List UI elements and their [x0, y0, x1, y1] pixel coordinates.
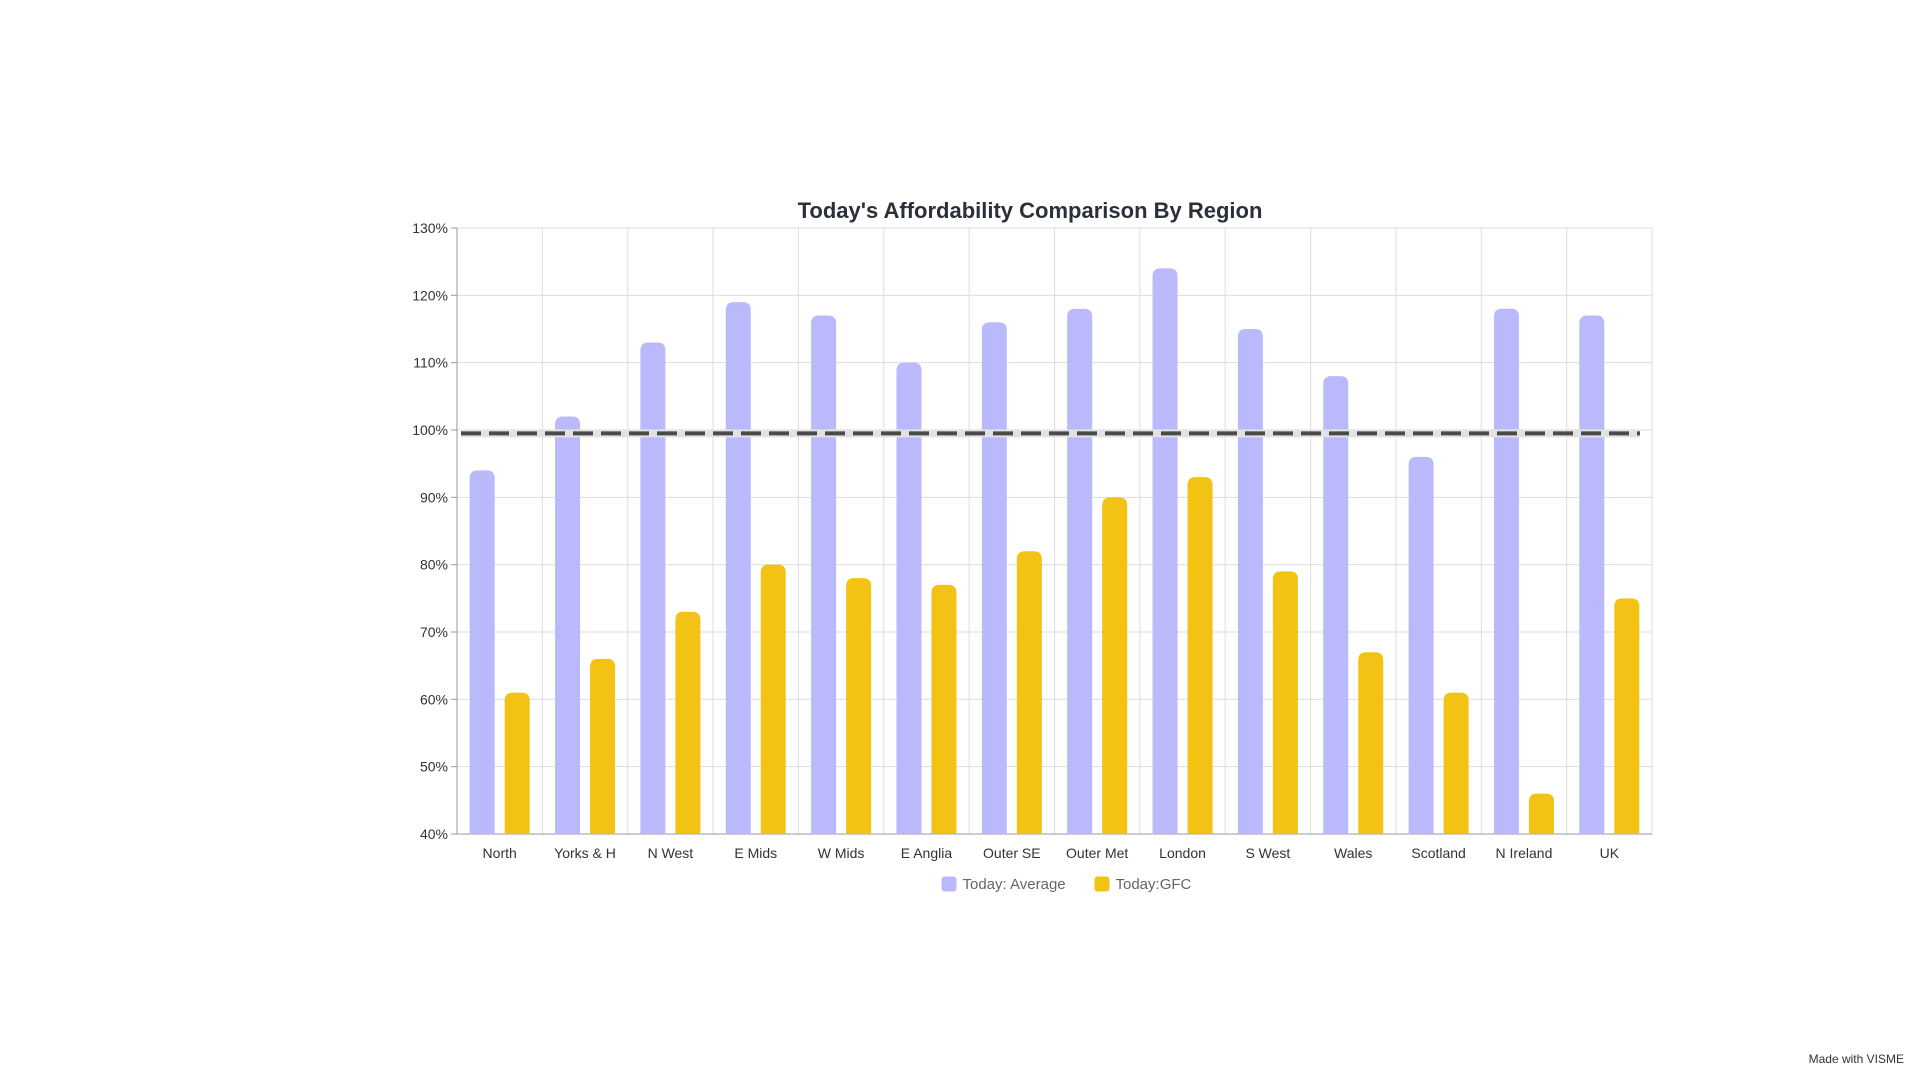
x-tick-label: Yorks & H [554, 845, 616, 861]
x-tick-label: E Anglia [901, 845, 953, 861]
watermark: Made with VISME [1808, 1052, 1904, 1066]
bar-n-west-today-average[interactable] [640, 342, 666, 834]
bar-e-anglia-today-average[interactable] [896, 362, 922, 834]
bar-outer-se-today-average[interactable] [981, 322, 1007, 834]
bar-yorks-h-today-gfc[interactable] [590, 658, 616, 834]
bar-e-anglia-today-gfc[interactable] [931, 584, 957, 834]
bar-north-today-average[interactable] [469, 470, 495, 834]
bar-outer-se-today-gfc[interactable] [1016, 551, 1042, 834]
y-tick-label: 60% [420, 691, 448, 707]
bar-north-today-gfc[interactable] [504, 692, 530, 834]
bar-s-west-today-average[interactable] [1237, 329, 1263, 834]
x-tick-label: London [1159, 845, 1206, 861]
x-tick-label: North [483, 845, 517, 861]
x-tick-label: N Ireland [1496, 845, 1553, 861]
bar-n-ireland-today-average[interactable] [1493, 308, 1519, 834]
bar-scotland-today-average[interactable] [1408, 456, 1434, 834]
x-tick-label: UK [1600, 845, 1620, 861]
bar-yorks-h-today-average[interactable] [555, 416, 581, 834]
bar-w-mids-today-average[interactable] [811, 315, 837, 834]
x-tick-label: Outer Met [1066, 845, 1128, 861]
y-tick-label: 130% [412, 220, 448, 236]
x-tick-label: Wales [1334, 845, 1372, 861]
y-tick-label: 110% [413, 355, 448, 371]
x-tick-label: Scotland [1411, 845, 1465, 861]
bar-e-mids-today-average[interactable] [725, 302, 751, 835]
bar-s-west-today-gfc[interactable] [1272, 571, 1298, 834]
x-tick-label: S West [1245, 845, 1290, 861]
bar-scotland-today-gfc[interactable] [1443, 692, 1469, 834]
x-axis-tick-labels: North Yorks & H N West E Mids W Mids E Anglia… [483, 845, 1620, 861]
bar-uk-today-gfc[interactable] [1614, 598, 1640, 834]
x-tick-label: Outer SE [983, 845, 1041, 861]
legend-label: Today:GFC [1116, 876, 1192, 893]
bar-n-ireland-today-gfc[interactable] [1528, 793, 1554, 834]
y-tick-label: 50% [420, 759, 448, 775]
y-tick-label: 70% [420, 624, 448, 640]
bar-london-today-average[interactable] [1152, 268, 1178, 834]
x-tick-label: E Mids [734, 845, 777, 861]
y-tick-label: 100% [412, 422, 448, 438]
y-tick-label: 90% [420, 489, 448, 505]
bar-wales-today-gfc[interactable] [1358, 652, 1384, 834]
bar-e-mids-today-gfc[interactable] [760, 564, 786, 834]
x-tick-label: W Mids [818, 845, 865, 861]
legend-label: Today: Average [963, 876, 1066, 893]
x-tick-label: N West [648, 845, 694, 861]
legend-swatch [941, 876, 957, 892]
bar-wales-today-average[interactable] [1323, 376, 1349, 834]
y-axis-tick-labels: 40% 50% 60% 70% 80% 90% 100% 110% 120% 130% [412, 220, 457, 842]
bar-outer-met-today-average[interactable] [1067, 308, 1093, 834]
y-tick-label: 120% [412, 287, 448, 303]
y-tick-label: 80% [420, 557, 448, 573]
chart-title: Today's Affordability Comparison By Regi… [798, 198, 1263, 223]
bar-n-west-today-gfc[interactable] [675, 611, 701, 834]
bar-london-today-gfc[interactable] [1187, 477, 1213, 834]
y-tick-label: 40% [420, 826, 448, 842]
grid-lines [457, 227, 1653, 835]
legend-swatch [1094, 876, 1110, 892]
bar-w-mids-today-gfc[interactable] [846, 578, 872, 834]
bar-outer-met-today-gfc[interactable] [1102, 497, 1128, 834]
bar-uk-today-average[interactable] [1579, 315, 1605, 834]
legend: Today: Average Today:GFC [941, 876, 1192, 893]
